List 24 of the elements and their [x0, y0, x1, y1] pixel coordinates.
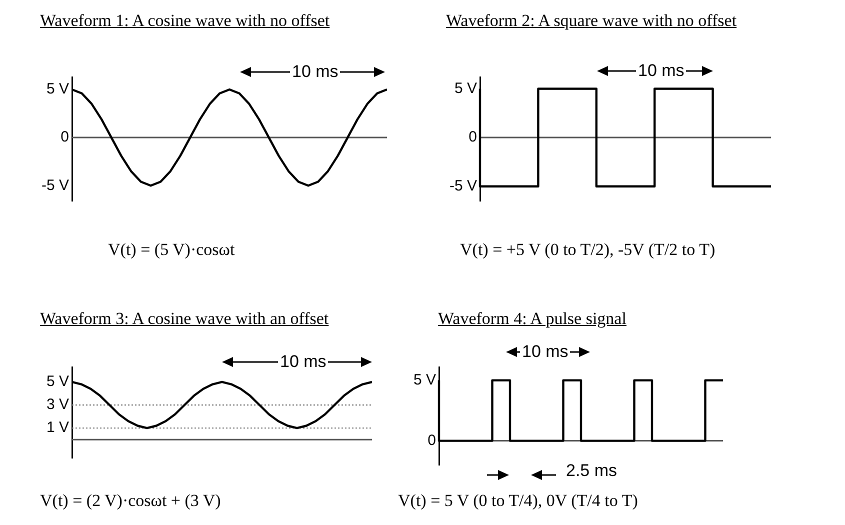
y-tick-label: 5 V: [46, 373, 69, 390]
y-tick-label: 0: [60, 128, 69, 146]
chart-title: Waveform 4: A pulse signal: [438, 309, 626, 329]
y-tick-label: -5 V: [449, 177, 477, 194]
annotation: 10 ms: [636, 61, 686, 80]
text: V(t) = 5 V (0 to T/4), 0V (T/4 to T): [398, 491, 638, 511]
y-tick-label: 5 V: [454, 80, 477, 97]
text: V(t) = (2 V)·cosωt + (3 V): [40, 491, 221, 511]
text: V(t) = +5 V (0 to T/2), -5V (T/2 to T): [460, 240, 716, 260]
chart-title: Waveform 3: A cosine wave with an offset: [40, 309, 329, 329]
annotation: 10 ms: [278, 352, 328, 371]
text: V(t) = (5 V)·cosωt: [108, 240, 235, 260]
y-tick-label: 0: [428, 432, 436, 449]
annotation: 10 ms: [290, 62, 340, 81]
y-tick-label: 5 V: [413, 371, 436, 388]
y-tick-label: 0: [468, 128, 477, 146]
annotation: 2.5 ms: [564, 461, 620, 480]
chart-title: Waveform 1: A cosine wave with no offset: [40, 11, 330, 31]
text: 10 ms: [520, 342, 570, 361]
y-tick-label: 1 V: [46, 419, 69, 436]
y-tick-label: 5 V: [46, 80, 69, 98]
y-tick-label: -5 V: [41, 176, 69, 194]
chart-title: Waveform 2: A square wave with no offset: [446, 11, 737, 31]
y-tick-label: 3 V: [46, 396, 69, 414]
